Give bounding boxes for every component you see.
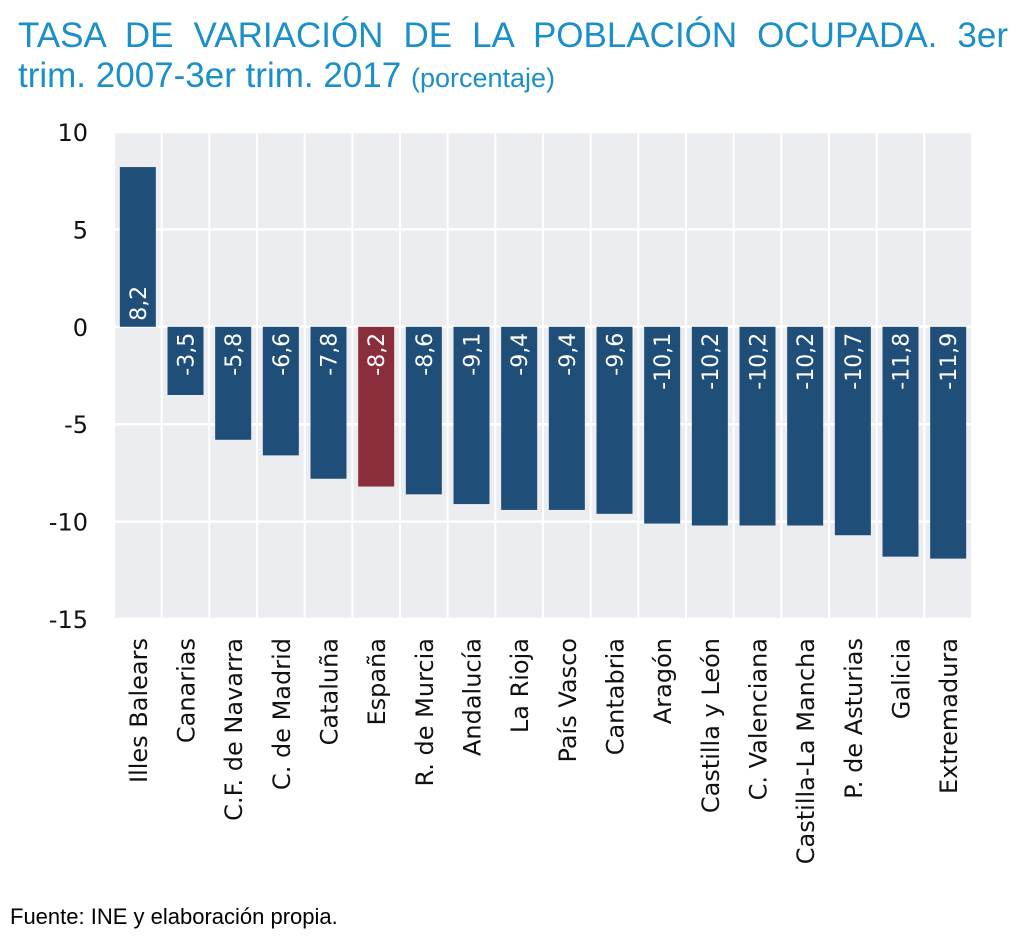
data-label: -9,4 [556, 333, 581, 376]
bar [215, 326, 252, 440]
y-tick-label: -15 [49, 606, 88, 634]
bar [787, 326, 824, 526]
data-label: -8,6 [413, 333, 438, 376]
x-tick-label: C. Valenciana [745, 638, 773, 800]
y-tick-label: -5 [64, 411, 88, 439]
plot-area [113, 130, 973, 621]
bar [453, 326, 490, 505]
data-label: -9,4 [508, 333, 533, 376]
data-labels: 8,2-3,5 -5,8 -6,6 -7,8 -8,2 -8,6 -9,1 -9,4 -9,4-… [127, 286, 962, 390]
data-label: 8,2 [127, 286, 152, 321]
x-tick-label: Castilla-La Mancha [792, 638, 820, 864]
x-tick-label: Andalucía [459, 638, 487, 756]
data-label: -9,1 [461, 333, 486, 376]
bar [262, 326, 299, 456]
x-tick-label: Canarias [173, 638, 201, 743]
data-label: -7,8 [318, 333, 343, 376]
bar [596, 326, 633, 514]
y-tick-label: 10 [57, 119, 88, 147]
x-axis: Illes Balears Canarias C.F. de Navarra C. d… [125, 638, 963, 864]
x-tick-label: Cantabria [602, 638, 630, 755]
bar [882, 326, 919, 557]
data-label: -10,2 [747, 333, 772, 390]
data-label: -11,9 [937, 333, 962, 390]
bar [739, 326, 776, 526]
y-tick-label: -10 [49, 509, 88, 537]
bar [548, 326, 585, 510]
bar [358, 326, 395, 487]
bar [834, 326, 871, 536]
x-tick-label: Castilla y León [697, 638, 725, 813]
bar [691, 326, 728, 526]
data-label: -9,6 [604, 333, 629, 376]
bar [644, 326, 681, 524]
chart-title-text: TASA DE VARIACIÓN DE LA POBLACIÓN OCUPAD… [18, 16, 1008, 95]
bar [930, 326, 967, 559]
data-label: -5,8 [222, 333, 247, 376]
data-label: -8,2 [365, 333, 390, 376]
data-label: -10,1 [651, 333, 676, 390]
x-tick-label: R. de Murcia [411, 638, 439, 787]
data-label: -3,5 [175, 333, 200, 376]
bars [119, 167, 967, 559]
chart-title: TASA DE VARIACIÓN DE LA POBLACIÓN OCUPAD… [18, 16, 1008, 98]
bar [167, 326, 204, 395]
data-label: -11,8 [890, 333, 915, 390]
data-label: -10,2 [794, 333, 819, 390]
y-tick-label: 0 [73, 314, 88, 342]
y-axis: 10 5 0 -5 -10 -15 [49, 119, 88, 634]
bar [310, 326, 347, 479]
x-tick-label: País Vasco [554, 638, 582, 763]
bar [119, 167, 156, 327]
chart-title-unit: (porcentaje) [410, 63, 556, 93]
x-tick-label: La Rioja [506, 638, 534, 733]
data-label: -6,6 [270, 333, 295, 376]
x-tick-label: Galicia [888, 638, 916, 719]
bar [501, 326, 538, 510]
x-tick-label: España [363, 638, 391, 726]
data-label: -10,7 [842, 333, 867, 390]
bar [405, 326, 442, 495]
source-note: Fuente: INE y elaboración propia. [10, 904, 338, 929]
x-tick-label: Aragón [649, 638, 677, 724]
x-tick-label: P. de Asturias [840, 638, 868, 799]
x-tick-label: C.F. de Navarra [220, 638, 248, 821]
x-tick-label: Extremadura [935, 638, 963, 794]
data-label: -10,2 [699, 333, 724, 390]
y-tick-label: 5 [73, 216, 88, 244]
x-tick-label: Cataluña [316, 638, 344, 745]
x-tick-label: Illes Balears [125, 638, 153, 783]
x-tick-label: C. de Madrid [268, 638, 296, 790]
